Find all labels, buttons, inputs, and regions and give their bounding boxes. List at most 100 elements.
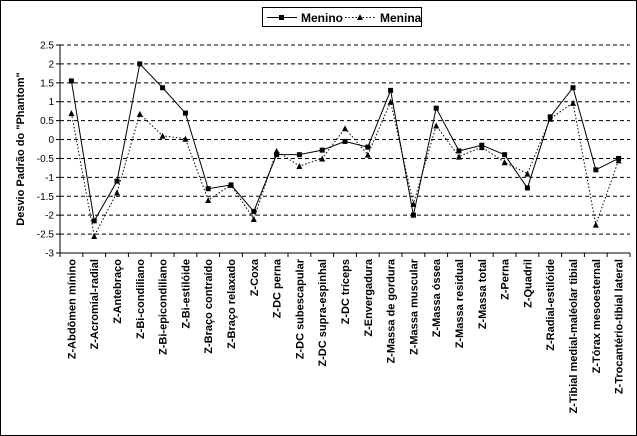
x-tick-label: Z-Radial-estilóide bbox=[545, 259, 557, 351]
data-point-menina bbox=[501, 159, 508, 166]
data-point-menina bbox=[319, 155, 326, 162]
series-lines bbox=[70, 62, 620, 238]
y-tick-label: -1 bbox=[45, 173, 54, 184]
data-point-menino bbox=[137, 61, 143, 67]
legend-item-menino: Menino bbox=[265, 9, 343, 26]
data-point-menina bbox=[91, 232, 98, 239]
data-point-menino bbox=[319, 147, 325, 153]
data-point-menina bbox=[570, 99, 576, 106]
y-tick-label: -2.5 bbox=[37, 230, 55, 241]
y-tick-label: 1 bbox=[48, 97, 54, 108]
data-point-menina bbox=[387, 98, 394, 105]
data-point-menino bbox=[502, 152, 508, 158]
data-point-menina bbox=[456, 153, 462, 160]
x-tick-label: Z-Tórax mesoesternal bbox=[591, 259, 603, 373]
series-markers bbox=[68, 61, 622, 239]
x-tick-label: Z-Massa óssea bbox=[431, 258, 443, 337]
y-tick-label: 2.5 bbox=[40, 41, 54, 52]
x-tick-label: Z-Massa total bbox=[477, 259, 489, 329]
legend-swatch-menina bbox=[345, 14, 375, 20]
data-point-menino bbox=[593, 167, 599, 173]
x-tick-label: Z-DC supra-espinhal bbox=[317, 259, 329, 367]
data-point-menina bbox=[182, 135, 189, 142]
legend-label-menino: Menino bbox=[301, 11, 343, 25]
y-tick-labels: 2.5 2 1.5 1 0.5 0 -0.5 -1 -1.5 -2 -2.5 -3 bbox=[37, 41, 55, 260]
data-point-menina bbox=[205, 197, 212, 204]
data-point-menino bbox=[342, 138, 348, 144]
x-tick-label: Z-Braço contraído bbox=[203, 259, 215, 354]
data-point-menina bbox=[228, 181, 234, 188]
data-point-menino bbox=[251, 208, 257, 214]
legend: Menino Menina bbox=[262, 7, 422, 27]
x-tick-label: Z-Acromial-radial bbox=[89, 259, 101, 349]
x-tick-label: Z-Bi-estilóide bbox=[180, 259, 192, 329]
data-point-menina bbox=[433, 122, 440, 129]
y-tick-label: -3 bbox=[45, 249, 54, 260]
legend-swatch-menino bbox=[267, 15, 297, 20]
data-point-menina bbox=[136, 110, 143, 117]
y-tick-label: 2 bbox=[48, 59, 54, 70]
legend-item-menina: Menina bbox=[343, 9, 421, 26]
x-tick-label: Z-Bi-condiliano bbox=[135, 259, 147, 339]
x-tick-label: Z-Antebraço bbox=[112, 259, 124, 324]
x-tick-label: Z-Perna bbox=[500, 258, 512, 300]
x-tick-label: Z-Massa muscular bbox=[408, 258, 420, 355]
data-point-menino bbox=[91, 218, 97, 224]
data-point-menino bbox=[570, 85, 576, 91]
data-point-menina bbox=[592, 221, 599, 228]
data-point-menina bbox=[296, 163, 303, 170]
x-tick-label: Z-Tibial medial-maléolar tibial bbox=[568, 259, 580, 413]
series-line-menina bbox=[70, 100, 620, 238]
y-tick-label: 1.5 bbox=[40, 78, 54, 89]
data-point-menino bbox=[410, 212, 416, 218]
x-tick-label: Z-Bi-epicondiliano bbox=[158, 259, 170, 355]
gridlines bbox=[60, 44, 630, 235]
data-point-menina bbox=[364, 151, 371, 158]
legend-label-menina: Menina bbox=[380, 11, 422, 25]
x-tick-label: Z-DC perna bbox=[272, 258, 284, 318]
data-point-menino bbox=[524, 185, 530, 191]
data-point-menina bbox=[159, 132, 166, 139]
x-tick-label: Z-Quadril bbox=[522, 259, 534, 308]
x-tick-labels: Z-Abdômen mínino Z-Acromial-radial Z-Anteb… bbox=[66, 258, 625, 413]
x-tick-label: Z-DC subescapular bbox=[294, 258, 306, 359]
data-point-menino bbox=[274, 152, 280, 158]
x-tick-label: Z-DC tríceps bbox=[340, 259, 352, 324]
y-tick-label: -0.5 bbox=[37, 154, 55, 165]
data-point-menina bbox=[524, 170, 531, 177]
data-point-menino bbox=[114, 178, 120, 184]
x-tick-label: Z-Braço relaxado bbox=[226, 259, 238, 349]
data-point-menino bbox=[433, 105, 439, 111]
data-point-menino bbox=[205, 186, 211, 192]
data-point-menino bbox=[365, 144, 371, 150]
data-point-menino bbox=[160, 85, 166, 91]
x-tick-label: Z-Trocantério-tibial lateral bbox=[614, 259, 626, 394]
data-point-menino bbox=[68, 78, 74, 84]
data-point-menino bbox=[388, 87, 394, 93]
data-point-menina bbox=[478, 144, 485, 151]
data-point-menino bbox=[296, 152, 302, 158]
data-point-menina bbox=[547, 115, 554, 122]
y-tick-label: -2 bbox=[45, 211, 54, 222]
data-point-menino bbox=[182, 110, 188, 116]
data-point-menina bbox=[68, 110, 75, 117]
y-tick-label: 0 bbox=[48, 135, 54, 146]
axes bbox=[56, 44, 631, 257]
y-tick-label: 0.5 bbox=[40, 116, 54, 127]
data-point-menina bbox=[250, 215, 257, 222]
data-point-menina bbox=[410, 200, 417, 207]
y-axis-title-text: Desvio Padrão do "Phantom" bbox=[15, 72, 27, 226]
x-tick-label: Z-Massa residual bbox=[454, 259, 466, 348]
y-tick-label: -1.5 bbox=[37, 192, 55, 203]
data-point-menina bbox=[615, 157, 622, 164]
data-point-menina bbox=[273, 147, 280, 154]
data-point-menina bbox=[114, 189, 120, 196]
x-tick-label: Z-Abdômen mínino bbox=[66, 259, 78, 359]
data-point-menino bbox=[456, 148, 462, 154]
data-point-menina bbox=[342, 125, 348, 132]
x-tick-label: Z-Coxa bbox=[249, 258, 261, 296]
x-tick-label: Z-Massa de gordura bbox=[386, 258, 398, 363]
x-tick-label: Z-Envergadura bbox=[363, 258, 375, 337]
